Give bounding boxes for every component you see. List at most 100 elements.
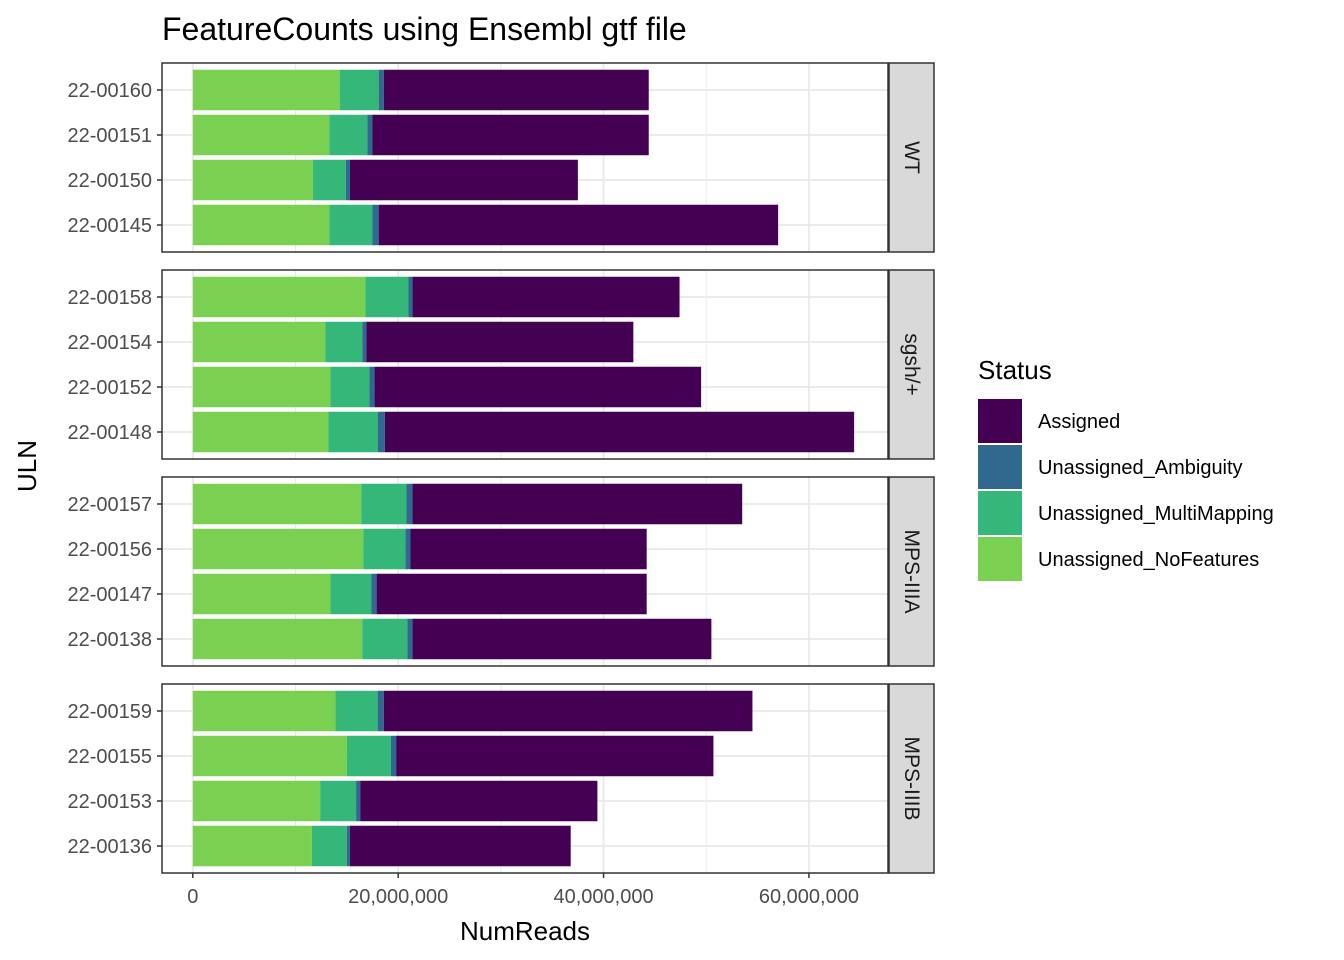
facet-strip xyxy=(888,269,935,460)
bar-unassigned-ambiguity-22-00153 xyxy=(356,780,361,822)
y-tick-label: 22-00160 xyxy=(67,80,152,102)
bar-unassigned-nofeatures-22-00145 xyxy=(192,204,330,246)
bar-unassigned-nofeatures-22-00155 xyxy=(192,735,347,777)
bar-unassigned-multimapping-22-00148 xyxy=(328,411,378,453)
x-tick-label: 60,000,000 xyxy=(759,886,859,908)
y-tick-label: 22-00158 xyxy=(67,287,152,309)
legend-key-unassigned-ambiguity xyxy=(978,445,1022,489)
bar-unassigned-nofeatures-22-00148 xyxy=(192,411,329,453)
bar-unassigned-nofeatures-22-00152 xyxy=(192,366,331,408)
bar-unassigned-multimapping-22-00154 xyxy=(325,321,363,363)
bar-unassigned-ambiguity-22-00145 xyxy=(372,204,379,246)
x-tick-label: 20,000,000 xyxy=(348,886,448,908)
facet-strip-label: WT xyxy=(900,141,923,174)
x-axis-title: NumReads xyxy=(460,916,590,946)
bar-unassigned-ambiguity-22-00158 xyxy=(408,276,413,318)
bar-unassigned-multimapping-22-00147 xyxy=(330,573,372,615)
bar-unassigned-multimapping-22-00160 xyxy=(339,69,379,111)
bar-assigned-22-00145 xyxy=(378,204,779,246)
bar-unassigned-nofeatures-22-00151 xyxy=(192,114,330,156)
bar-unassigned-nofeatures-22-00157 xyxy=(192,483,362,525)
legend-label-assigned: Assigned xyxy=(1038,411,1120,433)
bar-unassigned-multimapping-22-00159 xyxy=(335,690,378,732)
y-tick-label: 22-00155 xyxy=(67,746,152,768)
bar-assigned-22-00153 xyxy=(360,780,598,822)
facet-strip-label: MPS-IIIA xyxy=(900,529,923,613)
bar-unassigned-multimapping-22-00136 xyxy=(311,825,347,867)
bar-unassigned-ambiguity-22-00148 xyxy=(377,411,385,453)
bar-unassigned-ambiguity-22-00159 xyxy=(377,690,384,732)
bar-unassigned-multimapping-22-00158 xyxy=(365,276,409,318)
bar-unassigned-nofeatures-22-00150 xyxy=(192,159,313,201)
bar-unassigned-multimapping-22-00156 xyxy=(363,528,406,570)
x-tick-label: 0 xyxy=(187,886,198,908)
x-axis: 0 20,000,000 40,000,000 60,000,000 xyxy=(187,873,859,908)
legend-title: Status xyxy=(978,355,1052,385)
bar-assigned-22-00148 xyxy=(384,411,855,453)
y-tick-label: 22-00147 xyxy=(67,584,152,606)
y-tick-label: 22-00152 xyxy=(67,377,152,399)
panel-border xyxy=(161,476,889,667)
y-tick-label: 22-00150 xyxy=(67,170,152,192)
bar-unassigned-ambiguity-22-00136 xyxy=(346,825,350,867)
facet-strip-label: MPS-IIIB xyxy=(900,736,923,820)
bar-unassigned-multimapping-22-00152 xyxy=(330,366,370,408)
facet-panel-mps-iiia: 22-00157 22-00156 22-00147 22-00138 MPS-IIIA xyxy=(67,476,935,667)
bar-assigned-22-00158 xyxy=(412,276,680,318)
bar-assigned-22-00160 xyxy=(383,69,649,111)
bar-unassigned-nofeatures-22-00154 xyxy=(192,321,326,363)
bar-assigned-22-00136 xyxy=(349,825,571,867)
bar-assigned-22-00152 xyxy=(374,366,702,408)
bar-unassigned-nofeatures-22-00156 xyxy=(192,528,364,570)
facet-strip xyxy=(888,476,935,667)
bar-assigned-22-00150 xyxy=(349,159,578,201)
y-tick-label: 22-00151 xyxy=(67,125,152,147)
y-tick-label: 22-00154 xyxy=(67,332,152,354)
y-axis-title: ULN xyxy=(12,440,42,492)
bar-unassigned-ambiguity-22-00156 xyxy=(405,528,411,570)
bar-assigned-22-00159 xyxy=(383,690,753,732)
legend-key-unassigned-multimapping xyxy=(978,491,1022,535)
bar-unassigned-nofeatures-22-00158 xyxy=(192,276,366,318)
y-tick-label: 22-00148 xyxy=(67,422,152,444)
facet-strip xyxy=(888,62,935,253)
bar-unassigned-ambiguity-22-00154 xyxy=(362,321,367,363)
bar-unassigned-multimapping-22-00153 xyxy=(320,780,357,822)
bar-unassigned-ambiguity-22-00155 xyxy=(390,735,397,777)
facet-panel-wt: 22-00160 22-00151 22-00150 22-00145 WT xyxy=(67,62,935,253)
panel-border xyxy=(161,269,889,460)
y-tick-label: 22-00153 xyxy=(67,791,152,813)
chart-title: FeatureCounts using Ensembl gtf file xyxy=(162,11,687,47)
bar-unassigned-nofeatures-22-00159 xyxy=(192,690,336,732)
legend-key-unassigned-nofeatures xyxy=(978,537,1022,581)
bar-assigned-22-00138 xyxy=(412,618,712,660)
bar-unassigned-ambiguity-22-00147 xyxy=(371,573,377,615)
y-tick-label: 22-00138 xyxy=(67,629,152,651)
facet-panel-mps-iiib: 22-00159 22-00155 22-00153 22-00136 MPS-IIIB xyxy=(67,683,935,874)
legend-key-assigned xyxy=(978,399,1022,443)
bar-unassigned-ambiguity-22-00151 xyxy=(367,114,373,156)
bar-unassigned-ambiguity-22-00160 xyxy=(378,69,384,111)
bar-unassigned-multimapping-22-00157 xyxy=(361,483,407,525)
bar-assigned-22-00151 xyxy=(372,114,649,156)
bar-unassigned-multimapping-22-00151 xyxy=(329,114,368,156)
facet-panels: 22-0016022-0015122-0015022-00145WT22-001… xyxy=(67,62,935,874)
legend: Status Assigned Unassigned_Ambiguity Unass… xyxy=(978,355,1274,581)
x-tick-label: 40,000,000 xyxy=(554,886,654,908)
bar-unassigned-multimapping-22-00138 xyxy=(362,618,408,660)
y-tick-label: 22-00159 xyxy=(67,701,152,723)
y-tick-label: 22-00145 xyxy=(67,215,152,237)
bar-unassigned-ambiguity-22-00138 xyxy=(407,618,413,660)
bar-unassigned-nofeatures-22-00138 xyxy=(192,618,363,660)
bar-unassigned-multimapping-22-00150 xyxy=(312,159,346,201)
panel-border xyxy=(161,62,889,253)
bar-assigned-22-00156 xyxy=(410,528,647,570)
bar-unassigned-ambiguity-22-00152 xyxy=(369,366,375,408)
bar-unassigned-nofeatures-22-00153 xyxy=(192,780,321,822)
bar-unassigned-ambiguity-22-00150 xyxy=(345,159,350,201)
panel-border xyxy=(161,683,889,874)
facet-panel-sgsh: 22-00158 22-00154 22-00152 22-00148 sgsh/+ xyxy=(67,269,935,460)
bar-unassigned-multimapping-22-00155 xyxy=(346,735,391,777)
